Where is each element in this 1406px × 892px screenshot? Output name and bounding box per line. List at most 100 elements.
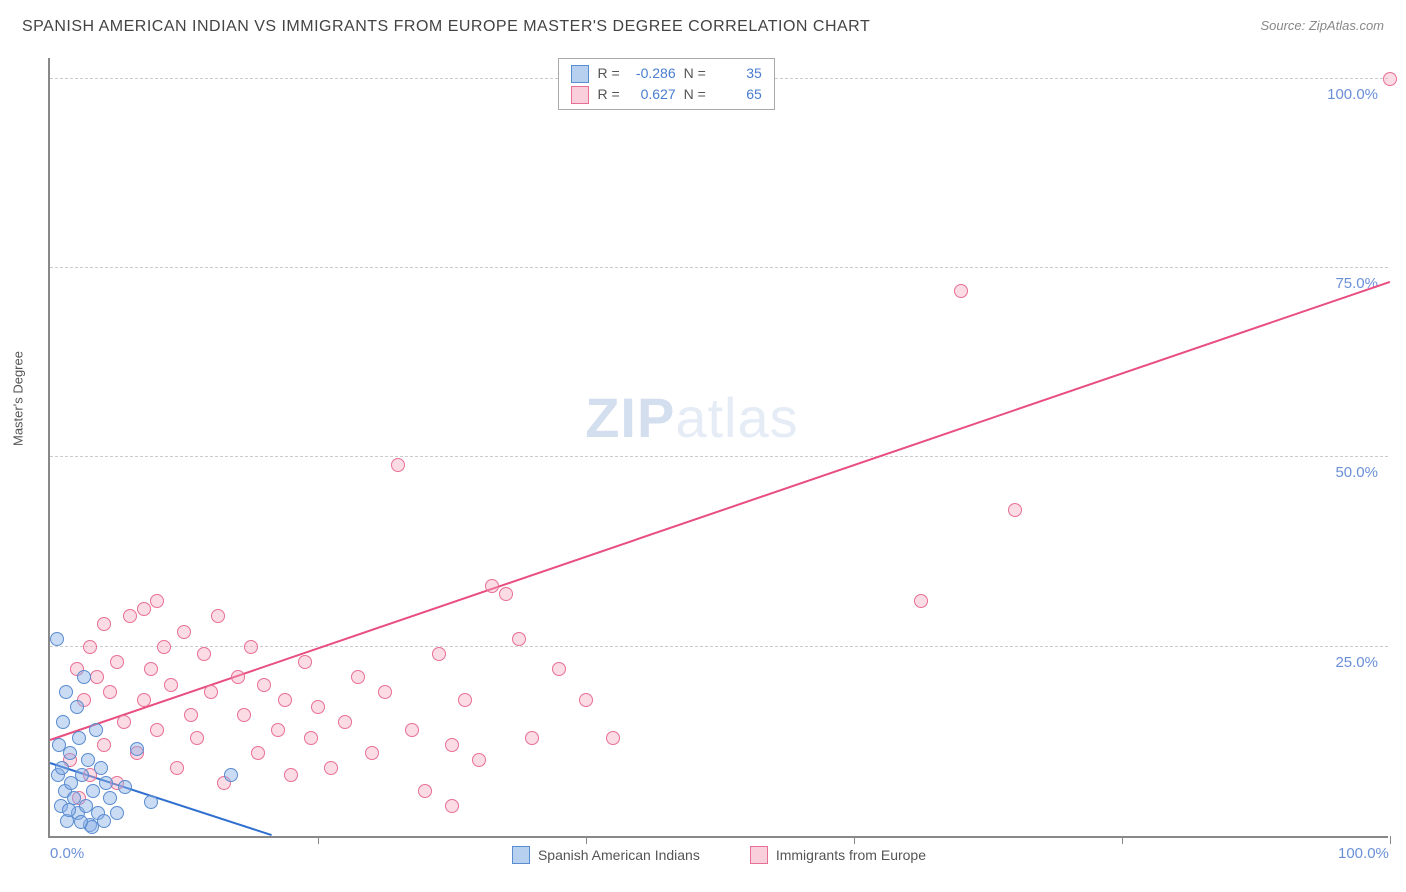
scatter-point: [304, 731, 318, 745]
scatter-point: [170, 761, 184, 775]
scatter-point: [278, 693, 292, 707]
swatch-pink-icon: [750, 846, 768, 864]
chart-title: SPANISH AMERICAN INDIAN VS IMMIGRANTS FR…: [22, 18, 870, 36]
scatter-point: [59, 685, 73, 699]
r-label: R =: [597, 63, 619, 84]
scatter-point: [351, 670, 365, 684]
scatter-point: [94, 761, 108, 775]
scatter-point: [110, 806, 124, 820]
scatter-point: [190, 731, 204, 745]
scatter-point: [72, 731, 86, 745]
r-label: R =: [597, 84, 619, 105]
scatter-point: [552, 662, 566, 676]
scatter-point: [324, 761, 338, 775]
scatter-point: [103, 685, 117, 699]
scatter-point: [298, 655, 312, 669]
scatter-point: [90, 670, 104, 684]
bottom-legend-label: Spanish American Indians: [538, 847, 700, 863]
correlation-legend-row: R = 0.627 N = 65: [571, 84, 761, 105]
header: SPANISH AMERICAN INDIAN VS IMMIGRANTS FR…: [0, 0, 1406, 44]
swatch-blue-icon: [571, 65, 589, 83]
scatter-point: [77, 670, 91, 684]
scatter-point: [117, 715, 131, 729]
bottom-legend-item: Immigrants from Europe: [750, 846, 926, 864]
scatter-point: [55, 761, 69, 775]
scatter-point: [271, 723, 285, 737]
r-value-1: -0.286: [628, 63, 676, 84]
scatter-point: [378, 685, 392, 699]
scatter-point: [1383, 72, 1397, 86]
scatter-point: [97, 738, 111, 752]
scatter-point: [137, 602, 151, 616]
bottom-legend: Spanish American Indians Immigrants from…: [50, 846, 1388, 864]
n-value-2: 65: [714, 84, 762, 105]
watermark-zip: ZIP: [585, 386, 675, 449]
scatter-point: [251, 746, 265, 760]
scatter-point: [130, 742, 144, 756]
scatter-point: [62, 803, 76, 817]
scatter-point: [177, 625, 191, 639]
watermark: ZIPatlas: [585, 385, 798, 450]
scatter-point: [75, 768, 89, 782]
scatter-point: [150, 723, 164, 737]
x-tick: [318, 836, 319, 844]
scatter-point: [97, 814, 111, 828]
scatter-point: [74, 815, 88, 829]
correlation-legend: R = -0.286 N = 35 R = 0.627 N = 65: [558, 58, 774, 110]
trend-line: [50, 281, 1391, 741]
x-tick: [1122, 836, 1123, 844]
swatch-blue-icon: [512, 846, 530, 864]
scatter-point: [914, 594, 928, 608]
scatter-point: [81, 753, 95, 767]
y-tick-label: 100.0%: [1327, 86, 1378, 103]
y-tick-label: 75.0%: [1335, 275, 1378, 292]
scatter-point: [83, 640, 97, 654]
scatter-point: [103, 791, 117, 805]
scatter-point: [472, 753, 486, 767]
scatter-point: [231, 670, 245, 684]
correlation-legend-row: R = -0.286 N = 35: [571, 63, 761, 84]
scatter-point: [284, 768, 298, 782]
source-label: Source: ZipAtlas.com: [1260, 18, 1384, 33]
scatter-point: [70, 700, 84, 714]
scatter-point: [405, 723, 419, 737]
chart-area: ZIPatlas R = -0.286 N = 35 R = 0.627 N =…: [48, 58, 1388, 838]
scatter-point: [391, 458, 405, 472]
scatter-point: [99, 776, 113, 790]
scatter-point: [157, 640, 171, 654]
scatter-point: [365, 746, 379, 760]
scatter-point: [211, 609, 225, 623]
scatter-point: [432, 647, 446, 661]
scatter-point: [512, 632, 526, 646]
y-tick-label: 25.0%: [1335, 654, 1378, 671]
scatter-point: [445, 799, 459, 813]
y-tick-label: 50.0%: [1335, 464, 1378, 481]
scatter-point: [606, 731, 620, 745]
scatter-point: [418, 784, 432, 798]
scatter-point: [204, 685, 218, 699]
x-tick: [586, 836, 587, 844]
scatter-point: [525, 731, 539, 745]
scatter-point: [97, 617, 111, 631]
scatter-point: [137, 693, 151, 707]
scatter-point: [56, 715, 70, 729]
scatter-point: [89, 723, 103, 737]
scatter-point: [118, 780, 132, 794]
scatter-point: [458, 693, 472, 707]
scatter-point: [338, 715, 352, 729]
scatter-point: [184, 708, 198, 722]
scatter-point: [485, 579, 499, 593]
gridline-h: [50, 267, 1388, 268]
r-value-2: 0.627: [628, 84, 676, 105]
x-tick: [854, 836, 855, 844]
scatter-point: [63, 746, 77, 760]
scatter-point: [110, 655, 124, 669]
scatter-point: [1008, 503, 1022, 517]
y-axis-label: Master's Degree: [11, 351, 26, 446]
n-label: N =: [684, 63, 706, 84]
scatter-point: [224, 768, 238, 782]
scatter-point: [311, 700, 325, 714]
scatter-point: [954, 284, 968, 298]
x-tick: [1390, 836, 1391, 844]
scatter-point: [164, 678, 178, 692]
